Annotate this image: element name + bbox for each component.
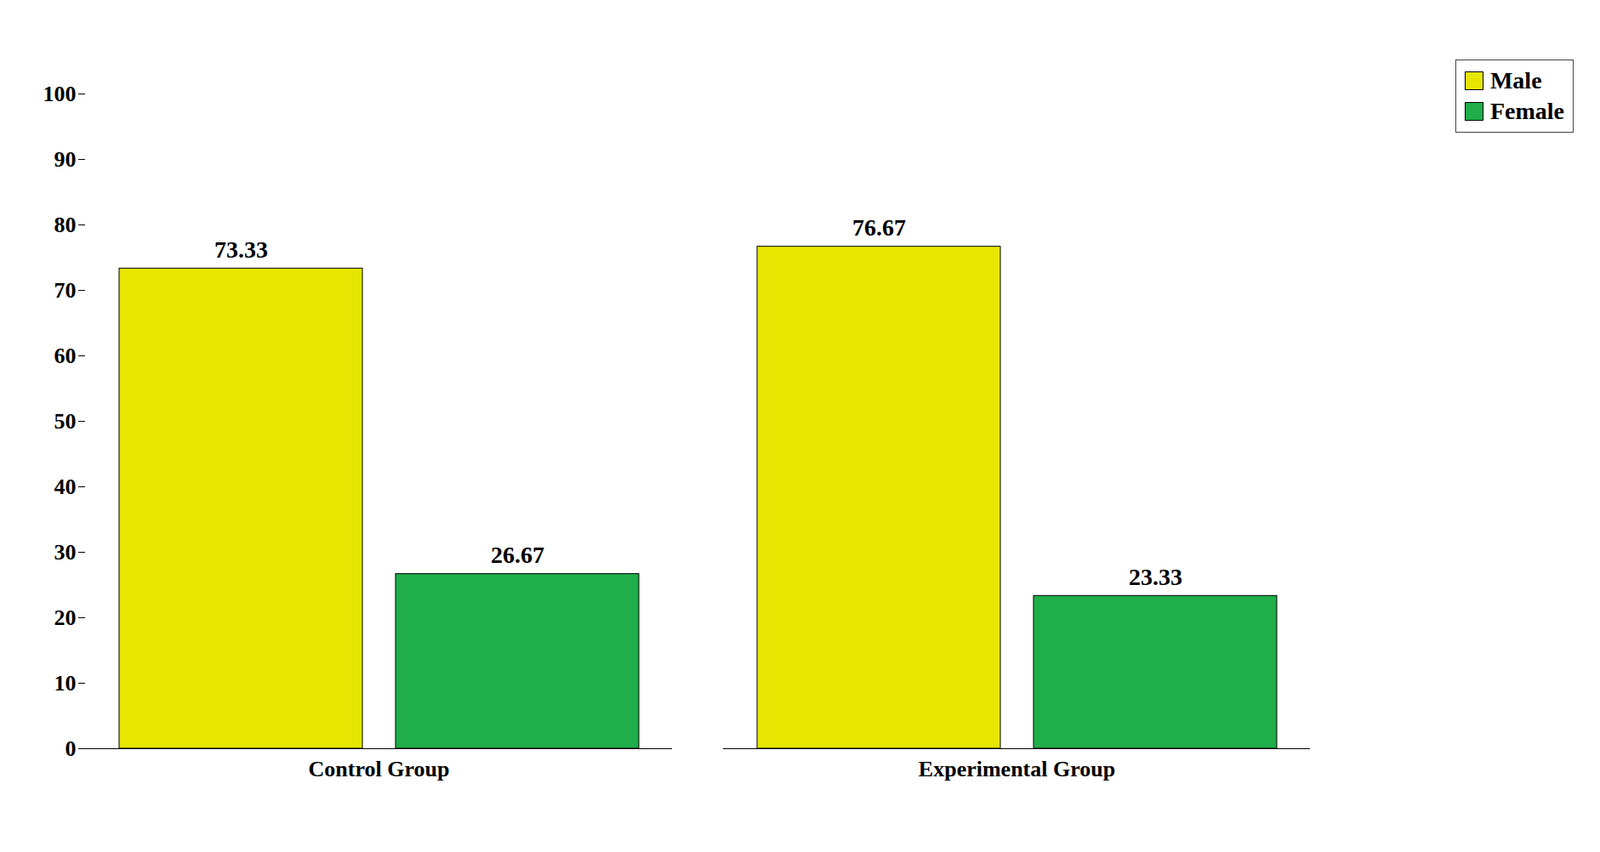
svg-text:90: 90 bbox=[54, 147, 77, 172]
svg-text:80: 80 bbox=[54, 212, 77, 238]
html-text:Female: Female bbox=[1490, 97, 1565, 125]
svg-text:10: 10 bbox=[54, 671, 77, 696]
svg-text:73.33: 73.33 bbox=[214, 236, 268, 263]
svg-text:23.33: 23.33 bbox=[1128, 563, 1183, 591]
svg-text:0: 0 bbox=[65, 736, 77, 762]
svg-text:Experimental Group: Experimental Group bbox=[918, 757, 1116, 782]
svg-text:30: 30 bbox=[54, 540, 77, 565]
svg-text:26.67: 26.67 bbox=[490, 541, 545, 569]
svg-text:50: 50 bbox=[54, 409, 77, 434]
svg-text:76.67: 76.67 bbox=[852, 214, 906, 241]
svg-text:100: 100 bbox=[43, 81, 77, 107]
svg-text:60: 60 bbox=[54, 343, 77, 369]
svg-text:40: 40 bbox=[54, 474, 77, 500]
svg-text:70: 70 bbox=[54, 278, 77, 303]
svg-text:Control Group: Control Group bbox=[308, 757, 450, 782]
html-text:Male: Male bbox=[1490, 67, 1542, 94]
svg-text:20: 20 bbox=[54, 605, 77, 631]
